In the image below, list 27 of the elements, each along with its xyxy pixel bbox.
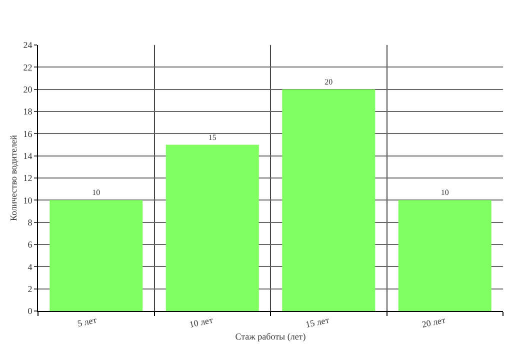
x-tick-label: 5 лет <box>76 314 98 329</box>
y-tick-label: 20 <box>23 84 33 94</box>
data-label: 15 <box>208 132 216 142</box>
bar <box>398 200 492 311</box>
data-label: 20 <box>324 77 333 86</box>
x-axis-title: Стаж работы (лет) <box>235 331 306 342</box>
y-tick-label: 24 <box>23 40 33 50</box>
y-tick-label: 14 <box>23 150 33 161</box>
y-tick-label: 0 <box>28 306 33 316</box>
y-tick-label: 4 <box>28 262 33 272</box>
x-tick-label: 10 лет <box>188 314 214 330</box>
data-label: 10 <box>440 188 449 198</box>
bar <box>50 200 143 311</box>
y-tick-label: 16 <box>23 128 33 139</box>
y-tick-label: 22 <box>23 62 32 72</box>
y-tick-label: 18 <box>23 106 33 117</box>
y-tick-label: 8 <box>28 217 33 228</box>
y-tick-label: 12 <box>23 173 32 184</box>
bar <box>166 144 259 311</box>
data-label: 10 <box>92 188 100 198</box>
x-tick-label: 15 лет <box>304 314 330 330</box>
y-axis-title: Количество водителей <box>8 134 19 221</box>
x-tick-label: 20 лет <box>421 314 446 330</box>
y-tick-label: 6 <box>28 240 33 250</box>
bar <box>282 89 376 311</box>
y-tick-label: 2 <box>28 284 32 294</box>
y-tick-label: 10 <box>23 195 33 206</box>
